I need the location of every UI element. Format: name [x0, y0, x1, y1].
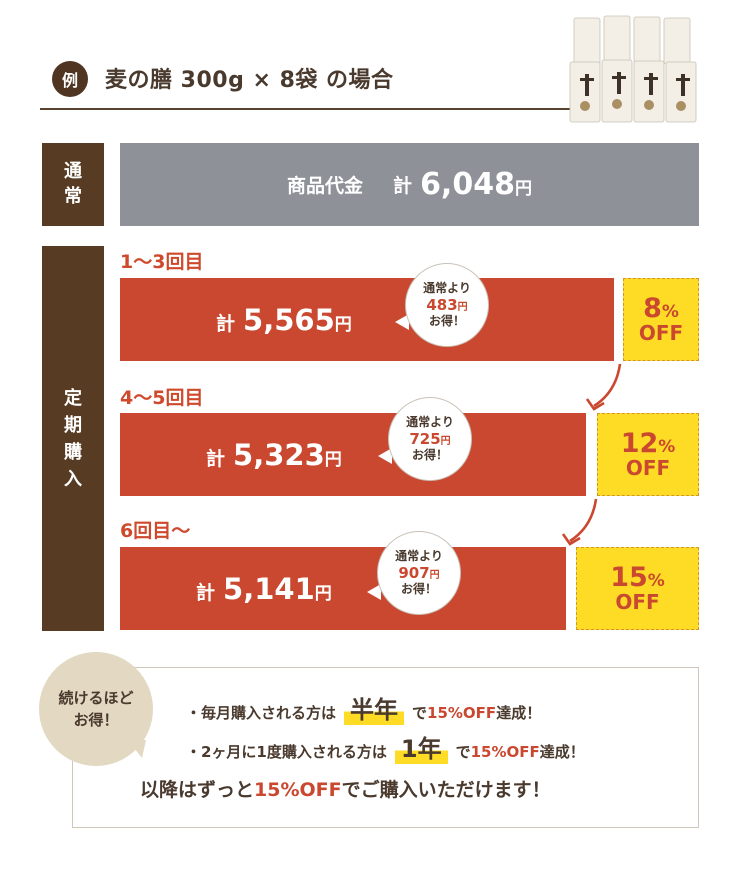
- savings-bubble: 通常より 483円 お得！: [405, 263, 489, 347]
- bubble-tail: [378, 448, 392, 464]
- highlight-period: 1年: [394, 729, 448, 764]
- normal-label: 通 常: [42, 143, 104, 226]
- closing-message: 以降はずっと15%OFFでご購入いただけます！: [140, 779, 551, 801]
- item-label: 商品代金: [287, 175, 364, 197]
- total-label: 計: [196, 581, 216, 604]
- discount-badge: 15% OFF: [576, 547, 699, 630]
- tier-label: 1〜3回目: [120, 251, 204, 273]
- discount-badge: 8% OFF: [623, 278, 699, 361]
- yen-unit: 円: [324, 449, 342, 470]
- tier-price-bar: 計 5,323円: [120, 413, 586, 496]
- savings-amount: 725: [409, 429, 441, 448]
- curved-arrow-icon: [585, 363, 622, 411]
- total-label: 計: [206, 447, 226, 470]
- header-divider: [40, 108, 592, 110]
- total-label: 計: [216, 312, 236, 335]
- yen-unit: 円: [314, 583, 332, 604]
- product-packages-image: [569, 15, 697, 123]
- curved-arrow-icon: [561, 498, 598, 546]
- highlight-period: 半年: [344, 690, 405, 725]
- tier-price-bar: 計 5,565円: [120, 278, 614, 361]
- total-label: 計: [393, 175, 413, 197]
- info-bullet-bimonthly: ・2ヶ月に1度購入される方は 1年 で 15%OFF 達成！: [186, 729, 585, 764]
- tier-price: 5,141: [223, 571, 315, 606]
- example-badge: 例: [52, 61, 88, 97]
- bubble-tail: [395, 314, 409, 330]
- savings-amount: 483: [426, 295, 458, 314]
- savings-bubble: 通常より 907円 お得！: [377, 531, 461, 615]
- keep-saving-badge: 続けるほど お得！: [39, 652, 153, 766]
- normal-price-bar: 商品代金 計 6,048円: [120, 143, 699, 226]
- tier-price: 5,565: [243, 302, 335, 337]
- subscription-label: 定 期 購 入: [42, 246, 104, 631]
- info-bullet-monthly: ・毎月購入される方は 半年 で 15%OFF 達成！: [186, 690, 541, 725]
- discount-badge: 12% OFF: [597, 413, 699, 496]
- savings-amount: 907: [398, 563, 430, 582]
- bubble-tail: [367, 584, 381, 600]
- tier-price-bar: 計 5,141円: [120, 547, 566, 630]
- header-title: 麦の膳 300g × 8袋 の場合: [105, 68, 394, 93]
- yen-unit: 円: [514, 179, 532, 199]
- tier-price: 5,323: [233, 437, 325, 472]
- tier-label: 4〜5回目: [120, 387, 204, 409]
- tier-label: 6回目〜: [120, 520, 191, 542]
- savings-bubble: 通常より 725円 お得！: [388, 397, 472, 481]
- yen-unit: 円: [334, 314, 352, 335]
- discount-percent: 12: [620, 427, 659, 459]
- normal-price: 6,048: [420, 167, 515, 202]
- discount-percent: 15: [610, 561, 648, 593]
- discount-percent: 8: [643, 292, 662, 324]
